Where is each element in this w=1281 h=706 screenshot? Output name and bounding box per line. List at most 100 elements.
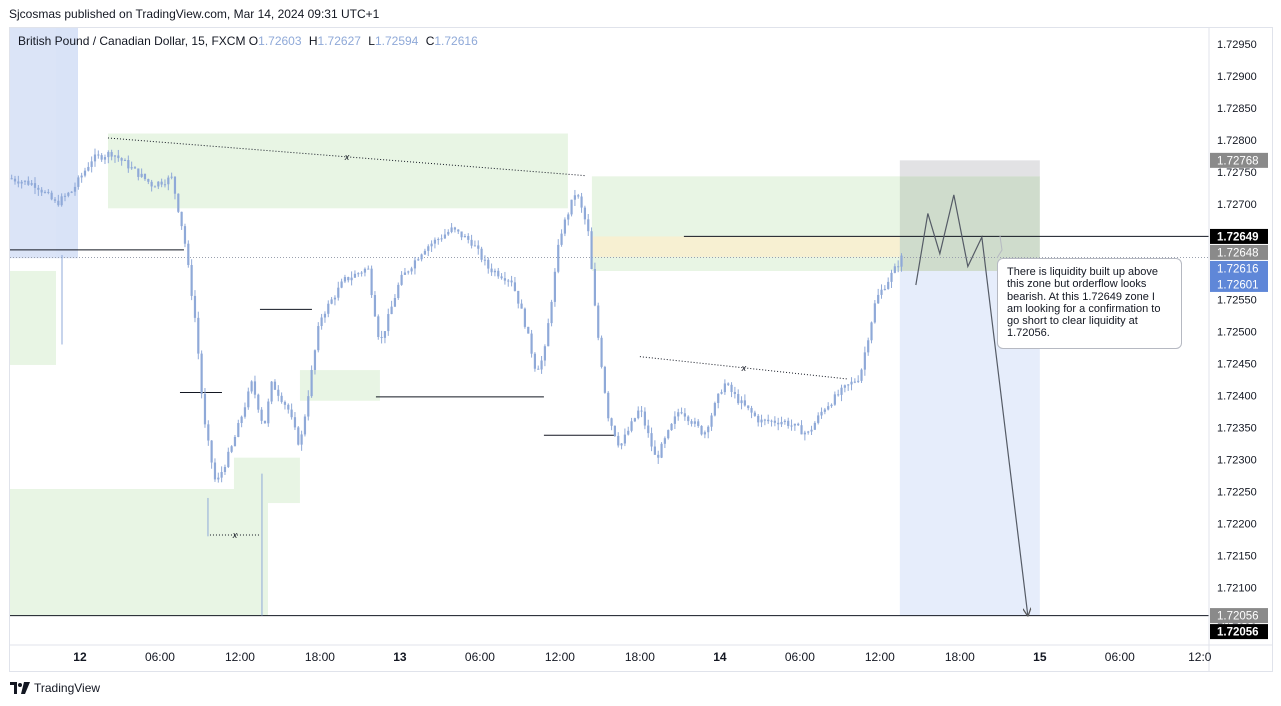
candle-body — [577, 195, 580, 197]
candle-body — [130, 167, 133, 169]
candle-body — [293, 417, 297, 428]
candle-body — [647, 425, 650, 434]
candle-body — [230, 446, 233, 452]
candle-body — [407, 271, 410, 273]
candle-body — [593, 268, 597, 306]
time-tick-label: 06:00 — [465, 650, 495, 664]
close-value: 1.72616 — [434, 34, 478, 48]
candle-body — [40, 189, 43, 193]
close-label: C — [425, 34, 435, 48]
candle-body — [797, 423, 800, 426]
candle-body — [693, 421, 696, 424]
candle-body — [30, 183, 33, 185]
candle-body — [63, 195, 67, 197]
candle-body — [630, 421, 633, 431]
zone-green-10 — [233, 457, 300, 504]
candle-body — [817, 415, 820, 423]
candle-body — [10, 178, 13, 180]
candle-body — [120, 158, 123, 161]
candle-body — [547, 323, 550, 347]
candle-body — [540, 360, 543, 370]
candle-body — [177, 193, 180, 212]
liquidity-line-0 — [107, 137, 586, 177]
candle-body — [357, 273, 360, 275]
trade-idea-note[interactable]: There is liquidity built up above this z… — [997, 258, 1182, 349]
zone-gray-6 — [899, 160, 1040, 177]
candle-body — [277, 389, 280, 396]
candle-body — [767, 419, 770, 422]
price-tag-label: 1.72056 — [1217, 627, 1259, 639]
candle-body — [670, 423, 673, 431]
candle-body — [880, 289, 883, 295]
price-tick-label: 1.72150 — [1217, 550, 1257, 562]
candle-body — [597, 305, 600, 338]
candle-body — [333, 297, 337, 300]
candle-body — [777, 422, 780, 425]
candle-body — [470, 239, 473, 246]
candle-body — [167, 177, 170, 185]
price-tick-label: 1.72450 — [1217, 359, 1257, 371]
candle-body — [613, 425, 616, 436]
candle-body — [533, 353, 537, 369]
chart-frame[interactable] — [9, 27, 1273, 672]
candle-body — [617, 435, 620, 446]
candle-body — [827, 406, 830, 410]
candle-body — [580, 196, 583, 208]
candle-body — [637, 410, 640, 419]
candle-body — [157, 181, 160, 187]
time-tick-label: 12 — [73, 650, 87, 664]
candle-body — [503, 278, 507, 281]
candle-body — [700, 425, 703, 435]
candle-body — [200, 353, 203, 394]
projection-path — [915, 194, 1028, 616]
candle-body — [460, 231, 463, 238]
price-tick-label: 1.72400 — [1217, 391, 1257, 403]
candle-body — [163, 184, 167, 186]
candle-body — [440, 238, 443, 240]
candle-body — [20, 181, 23, 184]
candle-body — [510, 280, 513, 283]
candle-body — [873, 303, 876, 323]
tradingview-logo-icon — [10, 682, 30, 694]
candle-body — [643, 411, 646, 426]
candle-body — [567, 214, 570, 220]
candle-body — [733, 391, 736, 395]
candle-body — [793, 423, 796, 426]
footer-brand[interactable]: TradingView — [10, 681, 100, 695]
candle-body — [270, 381, 273, 402]
candle-body — [463, 235, 467, 238]
candle-body — [203, 393, 207, 425]
candle-body — [360, 272, 363, 274]
candle-body — [687, 416, 690, 422]
candle-body — [340, 281, 343, 288]
candle-body — [137, 168, 140, 177]
brand-name: TradingView — [34, 681, 101, 695]
symbol-legend[interactable]: British Pound / Canadian Dollar, 15, FXC… — [18, 34, 482, 48]
candle-body — [50, 192, 53, 200]
candle-body — [170, 176, 173, 178]
candle-body — [400, 274, 403, 285]
candle-body — [747, 405, 750, 409]
candle-body — [87, 166, 90, 171]
candle-body — [260, 409, 263, 421]
candle-body — [100, 155, 103, 160]
candle-body — [70, 191, 73, 193]
candle-body — [530, 333, 533, 354]
candle-body — [853, 381, 856, 383]
candle-body — [837, 394, 840, 396]
price-tag-gray — [1210, 152, 1268, 168]
candle-body — [290, 409, 293, 418]
candle-body — [453, 227, 457, 230]
candle-body — [393, 297, 397, 307]
candle-body — [553, 271, 557, 302]
candle-body — [813, 422, 816, 430]
candle-body — [683, 413, 686, 417]
candle-body — [350, 277, 353, 281]
time-axis: 12 06:00 12:00 18:00 13 06:00 12:00 18:00 14 06:0… — [10, 644, 1273, 664]
candle-body — [720, 392, 723, 394]
candle-body — [527, 326, 530, 334]
candles — [10, 148, 903, 616]
candle-body — [57, 200, 60, 206]
time-tick-label: 06:00 — [1105, 650, 1135, 664]
